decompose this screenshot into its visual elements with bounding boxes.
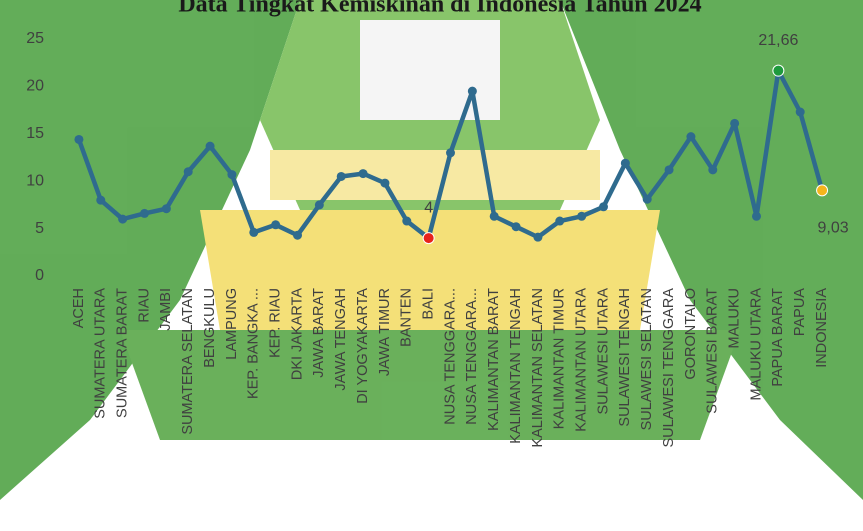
data-point [816,184,829,197]
data-point [183,167,193,177]
data-point [686,132,696,142]
x-tick-label: KEP. BANGKA ... [246,288,262,399]
data-point [293,230,302,240]
x-tick-label: LAMPUNG [224,288,240,360]
x-tick-label: KALIMANTAN SELATAN [530,288,546,448]
data-point [489,211,499,221]
x-tick-label: BANTEN [399,288,415,347]
data-point [511,222,521,232]
y-tick-label: 20 [26,78,44,95]
data-point [730,118,740,128]
x-tick-label: BALI [420,288,436,319]
data-point [620,158,630,168]
data-point [599,202,608,212]
x-tick-label: JAMBI [158,288,174,331]
data-point [336,171,346,181]
y-tick-label: 0 [35,267,44,284]
x-tick-label: RIAU [136,288,152,323]
data-point [140,208,149,218]
x-tick-label: KALIMANTAN BARAT [486,288,502,431]
data-point [752,211,761,221]
x-tick-label: BENGKULU [202,288,218,368]
x-tick-label: SULAWESI UTARA [595,288,611,415]
data-point [642,194,652,204]
x-tick-label: NUSA TENGGARA... [442,288,458,425]
data-point [422,232,435,245]
data-point [446,148,455,158]
x-tick-label: NUSA TENGGARA... [464,288,480,425]
x-tick-label: SUMATERA BARAT [114,288,130,418]
data-point [577,211,587,221]
data-point [271,220,281,230]
x-tick-label: KEP. RIAU [267,288,283,358]
x-tick-label: DKI JAKARTA [289,288,305,380]
data-point [664,165,674,175]
y-tick-label: 25 [26,30,44,47]
x-tick-label: GORONTALO [683,288,699,380]
x-tick-label: KALIMANTAN UTARA [573,288,589,432]
y-tick-label: 10 [26,172,44,189]
data-point [772,64,785,77]
y-tick-label: 5 [35,220,44,237]
chart-title: Data Tingkat Kemiskinan di Indonesia Tah… [178,0,701,18]
data-point [380,178,390,188]
x-tick-label: KALIMANTAN TENGAH [508,288,524,444]
x-tick-label: ACEH [71,288,87,328]
x-tick-label: PAPUA [792,288,808,336]
data-point [205,141,215,151]
x-tick-label: SUMATERA UTARA [93,288,109,419]
data-label: 9,03 [818,220,849,237]
x-tick-label: INDONESIA [814,288,830,368]
data-point [533,232,543,242]
data-point [467,86,477,96]
watermark [0,0,863,500]
data-point [708,165,718,175]
data-point [118,214,128,224]
x-tick-label: SULAWESI BARAT [705,288,721,414]
data-point [96,195,106,205]
data-point [249,227,259,237]
data-point [402,216,412,226]
x-tick-label: PAPUA BARAT [770,288,786,387]
data-point [314,200,324,210]
x-tick-label: JAWA TENGAH [333,288,349,391]
data-point [358,169,368,179]
data-point [555,216,565,226]
x-tick-label: SULAWESI TENGAH [617,288,633,427]
x-tick-label: DI YOGYAKARTA [355,288,371,404]
x-tick-label: SULAWESI SELATAN [639,288,655,430]
data-label: 4 [424,199,433,216]
y-tick-label: 15 [26,125,44,142]
x-tick-label: MALUKU UTARA [748,288,764,401]
x-tick-label: MALUKU [726,288,742,348]
x-tick-label: JAWA BARAT [311,288,327,378]
data-point [161,204,171,214]
x-tick-label: KALIMANTAN TIMUR [552,288,568,429]
x-tick-label: SUMATERA SELATAN [180,288,196,435]
x-tick-label: SULAWESI TENGGARA [661,288,677,448]
data-point [227,170,237,180]
x-tick-label: JAWA TIMUR [377,288,393,376]
data-point [795,107,805,117]
data-label: 21,66 [758,32,798,49]
data-point [74,134,84,144]
